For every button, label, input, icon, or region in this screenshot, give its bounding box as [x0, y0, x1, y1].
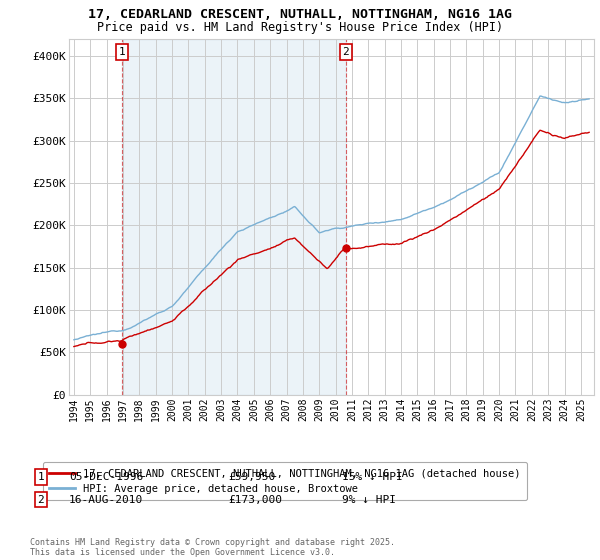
Text: 2: 2	[37, 494, 44, 505]
Text: 1: 1	[37, 472, 44, 482]
Text: 1: 1	[118, 47, 125, 57]
Text: £173,000: £173,000	[228, 494, 282, 505]
Text: Price paid vs. HM Land Registry's House Price Index (HPI): Price paid vs. HM Land Registry's House …	[97, 21, 503, 34]
Text: Contains HM Land Registry data © Crown copyright and database right 2025.
This d: Contains HM Land Registry data © Crown c…	[30, 538, 395, 557]
Text: 15% ↓ HPI: 15% ↓ HPI	[342, 472, 403, 482]
Text: 16-AUG-2010: 16-AUG-2010	[69, 494, 143, 505]
Legend: 17, CEDARLAND CRESCENT, NUTHALL, NOTTINGHAM, NG16 1AG (detached house), HPI: Ave: 17, CEDARLAND CRESCENT, NUTHALL, NOTTING…	[43, 462, 527, 500]
Text: 9% ↓ HPI: 9% ↓ HPI	[342, 494, 396, 505]
Bar	[122, 39, 346, 395]
Text: 17, CEDARLAND CRESCENT, NUTHALL, NOTTINGHAM, NG16 1AG: 17, CEDARLAND CRESCENT, NUTHALL, NOTTING…	[88, 8, 512, 21]
Text: 2: 2	[343, 47, 349, 57]
Text: 05-DEC-1996: 05-DEC-1996	[69, 472, 143, 482]
Text: £59,950: £59,950	[228, 472, 275, 482]
